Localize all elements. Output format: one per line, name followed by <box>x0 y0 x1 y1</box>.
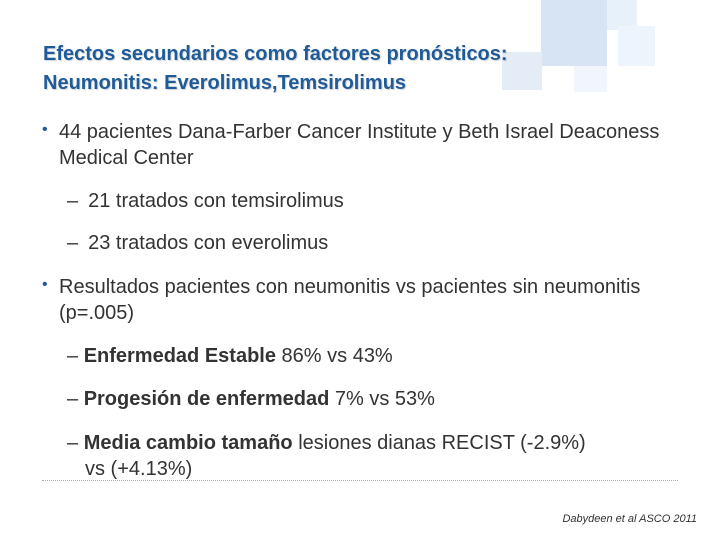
sub-item-text: 21 tratados con temsirolimus <box>88 190 344 212</box>
sub-item-text: lesiones dianas RECIST (-2.9%) <box>298 432 586 454</box>
dash-marker: – <box>67 232 79 254</box>
divider-rule <box>42 480 678 482</box>
dash-marker: – <box>67 345 79 367</box>
title-line-1: Efectos secundarios como factores pronós… <box>43 43 508 65</box>
dash-marker: – <box>67 432 79 454</box>
bullet-item-1: 44 pacientes Dana-Farber Cancer Institut… <box>59 121 660 169</box>
sub-item-continuation: vs (+4.13%) <box>85 458 193 480</box>
sub-item-4: – Progesión de enfermedad 7% vs 53% <box>67 386 667 412</box>
decorative-square <box>502 52 542 90</box>
decorative-square <box>618 26 655 66</box>
dash-marker: – <box>67 388 79 410</box>
sub-item-5: – Media cambio tamaño lesiones dianas RE… <box>67 430 707 482</box>
bullet-marker: • <box>42 276 48 293</box>
decorative-square <box>607 0 637 30</box>
sub-item-bold: Enfermedad Estable <box>83 345 276 367</box>
sub-item-text: 7% vs 53% <box>334 388 435 410</box>
sub-item-text: 86% vs 43% <box>281 345 393 367</box>
sub-item-2: –23 tratados con everolimus <box>67 230 667 256</box>
title-line-2: Neumonitis: Everolimus,Temsirolimus <box>43 72 407 94</box>
sub-item-bold: Progesión de enfermedad <box>83 388 330 410</box>
sub-item-1: –21 tratados con temsirolimus <box>67 188 667 214</box>
sub-item-text: 23 tratados con everolimus <box>88 232 329 254</box>
sub-item-3: – Enfermedad Estable 86% vs 43% <box>67 343 667 369</box>
citation-footnote: Dabydeen et al ASCO 2011 <box>562 513 697 525</box>
bullet-marker: • <box>42 121 48 138</box>
dash-marker: – <box>67 190 79 212</box>
decorative-square <box>541 0 607 66</box>
slide-title: Efectos secundarios como factores pronós… <box>43 40 683 98</box>
sub-item-bold: Media cambio tamaño <box>83 432 293 454</box>
decorative-square <box>574 66 607 92</box>
bullet-item-2: Resultados pacientes con neumonitis vs p… <box>59 276 641 324</box>
